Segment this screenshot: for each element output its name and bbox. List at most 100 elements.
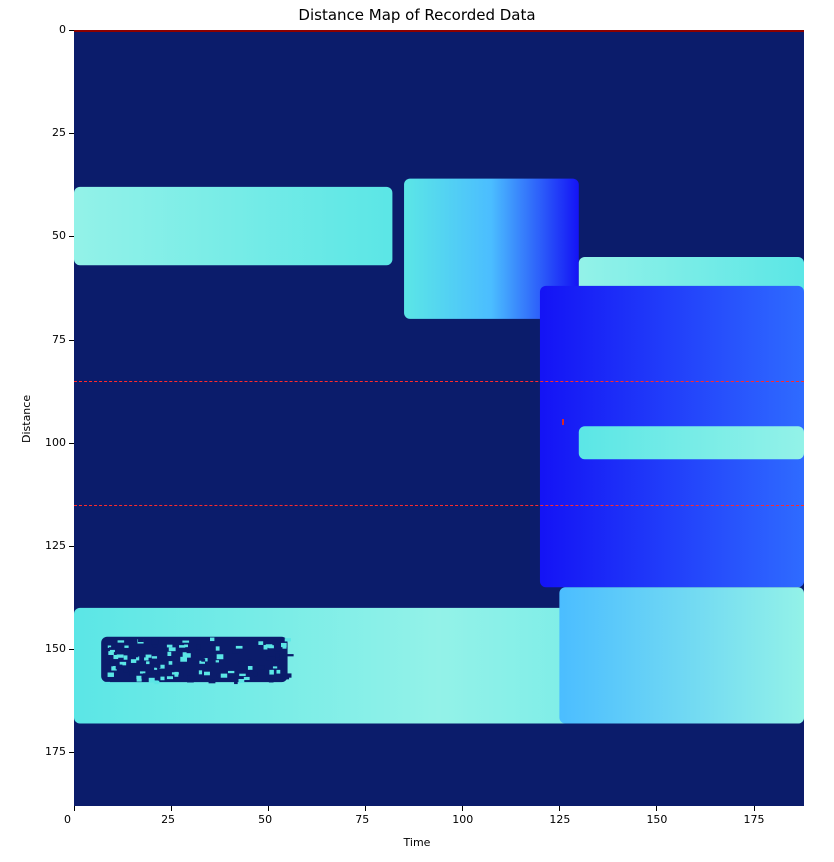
heatmap-speckle xyxy=(131,637,136,640)
heatmap-speckle xyxy=(221,674,227,678)
heatmap-speckle xyxy=(182,641,189,643)
heatmap-speckle xyxy=(124,646,128,648)
heatmap-speckle xyxy=(146,661,149,664)
heatmap-speckle xyxy=(267,657,273,661)
heatmap-speckle xyxy=(113,655,118,659)
heatmap-speckle xyxy=(285,638,291,641)
heatmap-speckle xyxy=(181,673,184,676)
threshold-line xyxy=(74,505,804,506)
y-tick-mark xyxy=(69,30,74,31)
marker-dot xyxy=(562,419,564,425)
y-tick-mark xyxy=(69,752,74,753)
heatmap-speckle xyxy=(157,664,161,668)
heatmap-speckle xyxy=(282,646,286,649)
x-tick-label: 150 xyxy=(646,813,667,826)
heatmap-speckle xyxy=(118,640,125,642)
heatmap-speckle xyxy=(279,656,283,660)
heatmap-speckle xyxy=(268,645,273,648)
heatmap-speckle xyxy=(209,680,216,684)
plot-area xyxy=(74,30,804,806)
heatmap-speckle xyxy=(248,660,252,664)
heatmap-speckle xyxy=(274,639,277,641)
y-tick-label: 150 xyxy=(45,642,66,655)
heatmap-speckle xyxy=(232,650,239,654)
heatmap-speckle xyxy=(169,661,173,665)
heatmap-speckle xyxy=(195,650,201,653)
heatmap-speckle xyxy=(199,670,202,674)
heatmap-speckle xyxy=(146,655,152,658)
heatmap-speckle xyxy=(258,641,263,645)
heatmap-speckle xyxy=(131,659,136,663)
heatmap-speckle xyxy=(216,646,220,650)
heatmap-speckle xyxy=(136,676,141,679)
heatmap-speckle xyxy=(116,665,123,670)
x-tick-label: 100 xyxy=(452,813,473,826)
x-tick-label: 75 xyxy=(355,813,369,826)
heatmap-speckle xyxy=(105,682,110,685)
heatmap-speckle xyxy=(167,676,173,679)
y-tick-label: 175 xyxy=(45,745,66,758)
heatmap-speckle xyxy=(192,661,198,663)
heatmap-speckle xyxy=(138,638,144,642)
x-tick-mark xyxy=(656,806,657,811)
heatmap-speckle xyxy=(108,672,114,676)
y-tick-mark xyxy=(69,649,74,650)
y-tick-mark xyxy=(69,546,74,547)
heatmap-speckle xyxy=(143,673,147,677)
x-tick-label: 25 xyxy=(161,813,175,826)
heatmap-region-lower-right-pale xyxy=(559,587,804,723)
y-tick-mark xyxy=(69,340,74,341)
heatmap-speckle xyxy=(152,656,157,658)
heatmap-speckle xyxy=(166,640,173,644)
x-tick-label: 175 xyxy=(744,813,765,826)
heatmap-speckle xyxy=(109,647,116,650)
x-tick-mark xyxy=(365,806,366,811)
heatmap-speckle xyxy=(149,678,155,683)
heatmap-speckle xyxy=(107,664,113,666)
heatmap-speckle xyxy=(167,645,173,648)
heatmap-region-mid-cyan-strip xyxy=(579,426,804,459)
heatmap-speckle xyxy=(166,668,172,672)
x-tick-mark xyxy=(559,806,560,811)
heatmap-speckle xyxy=(236,646,243,649)
heatmap-speckle xyxy=(204,672,210,676)
heatmap-speckle xyxy=(210,655,215,657)
heatmap-speckle xyxy=(105,657,109,660)
heatmap-speckle xyxy=(217,674,221,678)
heatmap-speckle xyxy=(258,665,265,670)
heatmap-speckle xyxy=(248,666,253,670)
heatmap-speckle xyxy=(238,679,244,683)
heatmap-speckle xyxy=(187,680,194,682)
y-tick-label: 0 xyxy=(59,23,66,36)
heatmap-speckle xyxy=(217,654,224,659)
heatmap-speckle xyxy=(207,669,211,672)
heatmap-speckle xyxy=(254,672,258,677)
y-tick-mark xyxy=(69,236,74,237)
heatmap-speckle xyxy=(202,676,207,680)
heatmap-speckle xyxy=(102,677,106,679)
threshold-line xyxy=(74,381,804,382)
y-axis-label: Distance xyxy=(20,395,33,443)
heatmap-region-upper-band-main xyxy=(74,187,392,265)
heatmap-speckle xyxy=(273,666,277,668)
y-tick-label: 25 xyxy=(52,126,66,139)
heatmap-speckle xyxy=(124,655,128,659)
x-tick-mark xyxy=(268,806,269,811)
heatmap-speckle xyxy=(160,677,164,681)
heatmap-speckle xyxy=(234,679,238,684)
heatmap-speckle xyxy=(163,646,167,649)
heatmap-speckle xyxy=(151,639,158,644)
x-tick-label: 0 xyxy=(64,813,71,826)
y-tick-mark xyxy=(69,133,74,134)
heatmap-speckle xyxy=(153,645,157,647)
heatmap-speckle xyxy=(266,680,272,682)
heatmap-speckle xyxy=(275,654,279,658)
heatmap-speckle xyxy=(169,647,176,651)
heatmap-speckle xyxy=(137,667,142,670)
heatmap-speckle xyxy=(140,671,145,673)
heatmap-speckle xyxy=(174,672,178,677)
heatmap-speckle xyxy=(183,652,187,657)
heatmap-speckle xyxy=(269,670,274,675)
heatmap-speckle xyxy=(129,672,135,676)
heatmap-speckle xyxy=(180,657,187,662)
